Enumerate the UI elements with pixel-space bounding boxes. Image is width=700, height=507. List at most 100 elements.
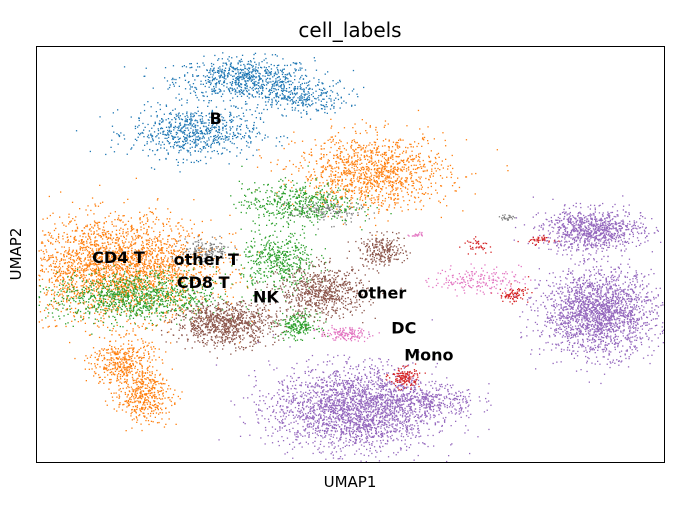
data-point [127,231,129,233]
data-point [110,269,112,271]
data-point [299,161,301,164]
data-point [234,134,237,136]
data-point [292,101,294,103]
data-point [127,258,129,261]
data-point [152,221,154,223]
data-point [399,146,401,148]
data-point [275,80,277,82]
data-point [80,320,82,322]
data-point [95,259,97,262]
data-point [195,132,197,134]
data-point [297,101,299,103]
data-point [199,138,201,140]
data-point [226,136,228,138]
data-point [259,73,261,75]
data-point [354,104,356,106]
data-point [199,130,202,132]
data-point [146,229,148,231]
data-point [507,170,509,172]
data-point [416,145,418,148]
data-point [391,185,394,188]
data-point [53,301,55,303]
data-point [197,161,200,163]
data-point [339,148,341,150]
data-point [251,72,253,74]
data-point [290,83,292,86]
data-point [386,176,388,178]
data-point [313,77,315,79]
data-point [116,281,118,283]
data-point [257,104,259,106]
data-point [167,136,170,138]
data-point [191,86,193,88]
data-point [82,252,84,254]
data-point [93,288,95,290]
data-point [216,142,218,144]
data-point [217,153,219,155]
data-point [182,126,184,128]
data-point [248,78,250,80]
data-point [345,190,347,192]
data-point [203,55,205,57]
data-point [105,268,107,270]
data-point [86,250,89,252]
data-point [239,72,241,74]
data-point [118,243,120,245]
data-point [72,250,74,252]
data-point [225,128,227,130]
data-point [237,77,239,80]
data-point [144,254,147,256]
data-point [217,92,219,94]
data-point [254,61,256,63]
data-point [143,263,145,265]
data-point [397,156,399,158]
data-point [230,92,232,95]
data-point [220,153,223,155]
data-point [309,118,312,120]
data-point [92,282,95,284]
data-point [320,174,322,176]
data-point [251,88,253,90]
data-point [91,197,94,199]
data-point [351,184,353,186]
data-point [166,294,168,297]
data-point [150,287,152,289]
data-point [145,259,147,261]
data-point [376,183,378,185]
data-point [220,113,222,116]
data-point [111,255,113,257]
data-point [190,86,192,88]
data-point [114,305,116,307]
data-point [190,120,192,122]
data-point [162,276,164,278]
data-point [88,251,90,253]
data-point [212,123,214,126]
data-point [123,260,125,262]
data-point [160,256,162,259]
data-point [101,280,103,282]
data-point [145,273,148,276]
data-point [398,139,400,141]
data-point [268,309,270,312]
data-point [262,88,264,90]
data-point [383,151,386,154]
data-point [134,258,136,260]
data-point [239,76,241,78]
data-point [108,256,110,258]
data-point [110,146,112,148]
data-point [392,158,394,161]
data-point [297,110,300,112]
data-point [115,225,117,227]
data-point [407,204,409,206]
data-point [193,142,195,144]
data-point [119,313,121,315]
data-point [160,242,162,244]
data-point [410,146,412,148]
data-point [243,115,245,117]
data-point [94,269,96,271]
data-point [294,87,296,90]
data-point [388,171,390,173]
data-point [350,173,352,175]
data-point [224,147,226,149]
data-point [247,72,249,74]
